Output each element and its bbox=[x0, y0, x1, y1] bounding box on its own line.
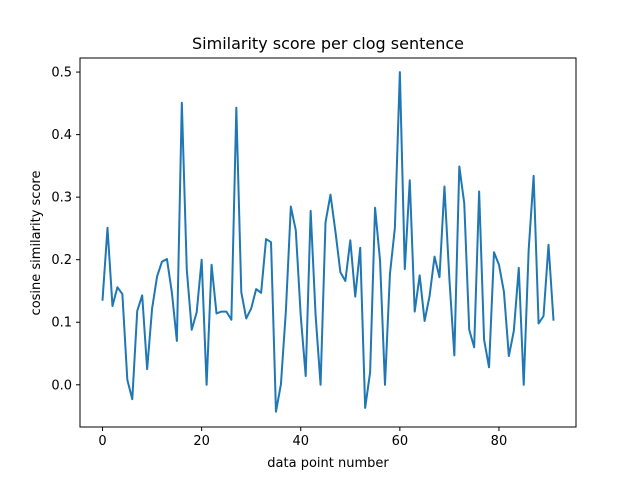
x-axis-label: data point number bbox=[267, 456, 389, 471]
x-tick-label: 40 bbox=[292, 434, 309, 449]
x-tick-label: 60 bbox=[392, 434, 409, 449]
x-tick-label: 0 bbox=[98, 434, 106, 449]
x-tick-label: 20 bbox=[193, 434, 210, 449]
y-tick-label: 0.5 bbox=[51, 66, 72, 81]
y-tick-label: 0.0 bbox=[51, 378, 72, 393]
y-tick-label: 0.3 bbox=[51, 191, 72, 206]
x-tick-label: 80 bbox=[491, 434, 508, 449]
y-tick-label: 0.2 bbox=[51, 253, 72, 268]
y-tick-label: 0.4 bbox=[51, 128, 72, 143]
y-axis-label: cosine similarity score bbox=[29, 171, 44, 316]
y-tick-label: 0.1 bbox=[51, 316, 72, 331]
chart-title: Similarity score per clog sentence bbox=[192, 34, 464, 53]
